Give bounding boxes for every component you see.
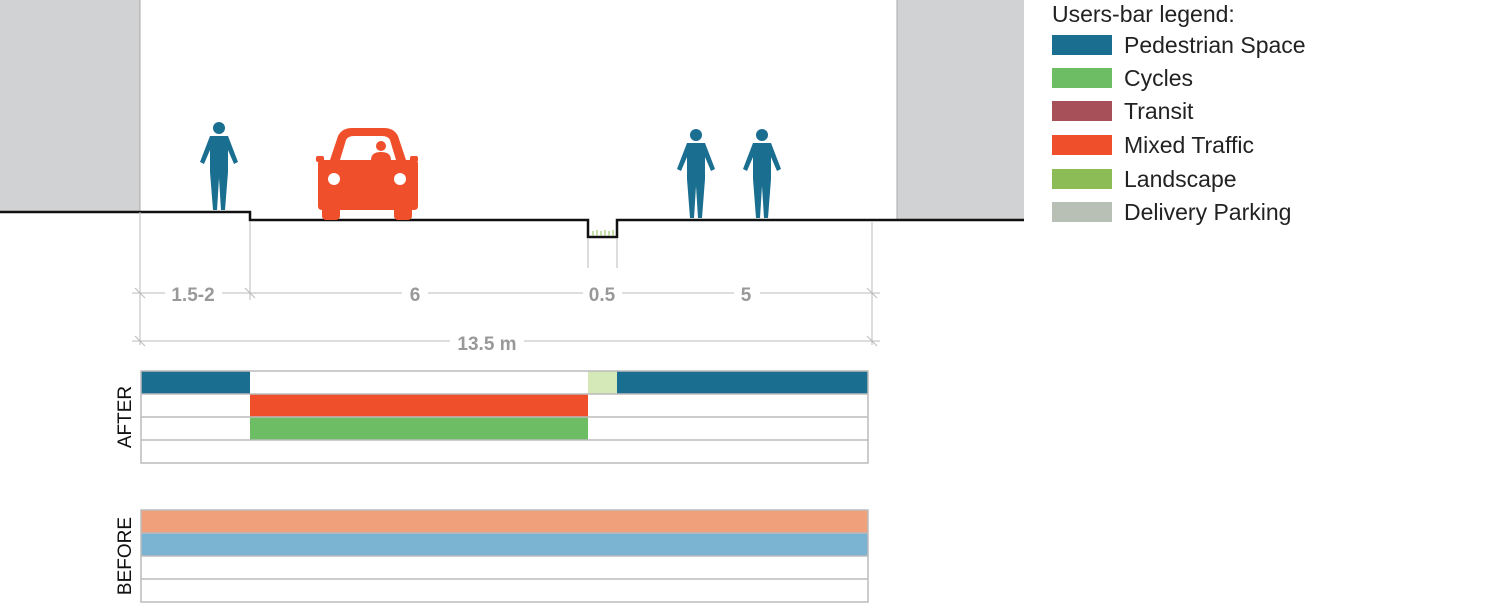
- legend-swatch: [1052, 68, 1112, 88]
- legend-label: Transit: [1124, 98, 1194, 124]
- legend-swatch: [1052, 101, 1112, 121]
- legend-item-pedestrian: Pedestrian Space: [1052, 32, 1492, 58]
- ground-profile: [0, 210, 1024, 239]
- legend-item-mixed-traffic: Mixed Traffic: [1052, 132, 1492, 158]
- pedestrian-icon: [200, 122, 238, 210]
- after-label: AFTER: [115, 386, 136, 448]
- legend-label: Delivery Parking: [1124, 199, 1292, 225]
- landscape-strip-icon: [592, 230, 614, 236]
- dimension-lines: [132, 212, 880, 347]
- legend-swatch: [1052, 35, 1112, 55]
- legend-item-delivery-parking: Delivery Parking: [1052, 199, 1492, 225]
- legend-swatch: [1052, 169, 1112, 189]
- after-users-bar: [140, 370, 869, 464]
- dimension-label: 6: [410, 285, 421, 306]
- total-width-label: 13.5 m: [457, 334, 516, 355]
- after-pedestrian-left: [141, 371, 250, 394]
- pedestrian-icon: [743, 129, 781, 218]
- legend-item-transit: Transit: [1052, 98, 1492, 124]
- before-users-bar: [140, 509, 869, 603]
- dimension-label: 1.5-2: [171, 285, 214, 306]
- before-traffic: [141, 510, 868, 533]
- building-right: [897, 0, 1024, 220]
- after-mixed-traffic: [250, 394, 588, 417]
- after-cycles: [250, 417, 588, 440]
- pedestrian-icon: [677, 129, 715, 218]
- before-label: BEFORE: [115, 517, 136, 595]
- legend-swatch: [1052, 202, 1112, 222]
- legend-label: Pedestrian Space: [1124, 32, 1306, 58]
- legend-label: Landscape: [1124, 166, 1237, 192]
- legend-item-cycles: Cycles: [1052, 65, 1492, 91]
- after-landscape: [588, 371, 617, 394]
- legend-item-landscape: Landscape: [1052, 166, 1492, 192]
- legend-label: Cycles: [1124, 65, 1194, 91]
- legend-title: Users-bar legend:: [1052, 1, 1235, 27]
- before-pedestrian: [141, 533, 868, 556]
- legend-label: Mixed Traffic: [1124, 132, 1254, 158]
- dimension-label: 0.5: [589, 285, 616, 306]
- building-left: [0, 0, 140, 212]
- car-icon: [316, 128, 418, 220]
- dimension-label: 5: [741, 285, 752, 306]
- legend-swatch: [1052, 135, 1112, 155]
- after-pedestrian-right: [617, 371, 868, 394]
